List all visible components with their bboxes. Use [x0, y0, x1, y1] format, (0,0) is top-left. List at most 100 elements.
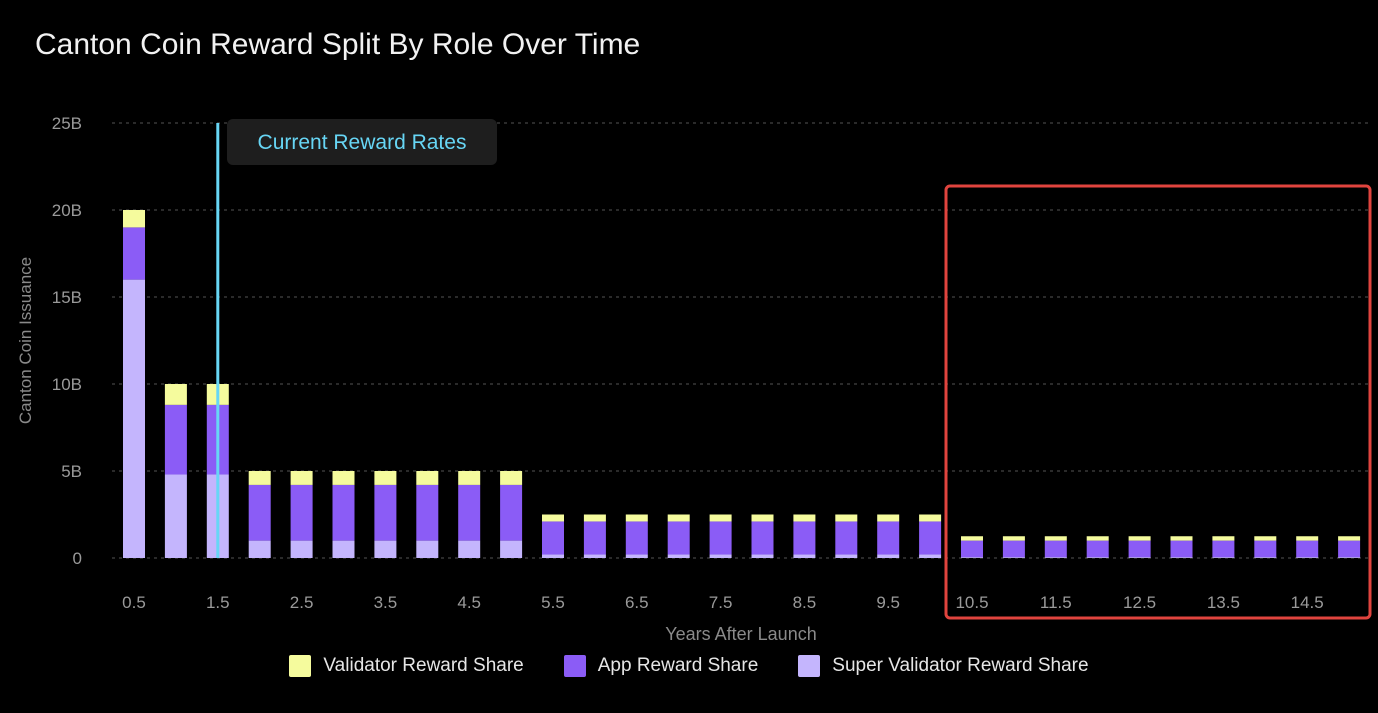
x-tick-label: 2.5	[290, 593, 314, 612]
x-tick-label: 7.5	[709, 593, 733, 612]
bar-segment-validator	[961, 536, 983, 541]
bar-segment-super-validator	[1170, 557, 1193, 558]
marker-label: Current Reward Rates	[258, 131, 467, 154]
x-tick-label: 1.5	[206, 593, 230, 612]
bar-segment-super-validator	[1212, 557, 1235, 558]
x-tick-label: 8.5	[793, 593, 817, 612]
legend-label-app: App Reward Share	[597, 655, 759, 676]
bar-segment-validator	[1296, 536, 1319, 541]
y-tick-label: 15B	[52, 288, 82, 307]
bar-segment-app	[1254, 540, 1277, 558]
bar-segment-super-validator	[1254, 557, 1277, 558]
x-tick-label: 3.5	[374, 593, 398, 612]
bar-segment-app	[1086, 540, 1109, 558]
bar-segment-super-validator	[164, 474, 187, 558]
bar-segment-app	[709, 521, 732, 555]
x-tick-label: 11.5	[1040, 593, 1072, 612]
bar-segment-app	[919, 521, 942, 555]
bar-segment-app	[332, 484, 355, 541]
legend-swatch-super-validator	[798, 655, 821, 677]
x-tick-label: 6.5	[625, 593, 649, 612]
bar-segment-super-validator	[793, 554, 816, 558]
bar-segment-super-validator	[583, 554, 606, 558]
bar-segment-validator	[625, 514, 648, 522]
legend-label-validator: Validator Reward Share	[323, 655, 524, 676]
bar-segment-super-validator	[290, 540, 313, 558]
bar-segment-validator	[667, 514, 690, 522]
bar-segment-super-validator	[332, 540, 355, 558]
legend-swatch-validator	[289, 655, 312, 677]
bar-segment-app	[961, 540, 983, 558]
bar-segment-validator	[542, 514, 564, 522]
y-tick-label: 25B	[52, 114, 82, 133]
bar-segment-super-validator	[1086, 557, 1109, 558]
legend-label-super-validator: Super Validator Reward Share	[832, 655, 1089, 676]
bar-segment-app	[667, 521, 690, 555]
bar-segment-validator	[248, 471, 271, 485]
bar-segment-super-validator	[1002, 557, 1025, 558]
legend-item-validator[interactable]: Validator Reward Share	[289, 655, 524, 677]
bar-segment-app	[1212, 540, 1235, 558]
bar-segment-validator	[583, 514, 606, 522]
bar-segment-app	[248, 484, 271, 541]
bar-segment-super-validator	[961, 557, 983, 558]
bar-segment-validator	[835, 514, 858, 522]
bar-segment-validator	[877, 514, 900, 522]
bar-segment-app	[123, 227, 145, 280]
x-tick-label: 14.5	[1291, 593, 1324, 612]
bar-segment-super-validator	[374, 540, 397, 558]
bar-segment-app	[416, 484, 439, 541]
bar-segment-super-validator	[919, 554, 942, 558]
bar-segment-super-validator	[458, 540, 481, 558]
y-tick-label: 5B	[61, 462, 82, 481]
bar-segment-app	[1170, 540, 1193, 558]
bar-segment-app	[583, 521, 606, 555]
bar-segment-validator	[416, 471, 439, 485]
bar-segment-validator	[709, 514, 732, 522]
bar-segment-app	[751, 521, 774, 555]
bar-segment-app	[625, 521, 648, 555]
bar-segment-validator	[1170, 536, 1193, 541]
x-tick-label: 12.5	[1123, 593, 1156, 612]
marker-label-box	[227, 119, 497, 165]
bar-segment-validator	[500, 471, 523, 485]
bar-segment-validator	[290, 471, 313, 485]
bar-segment-super-validator	[248, 540, 271, 558]
stacked-bar-chart: 0 5B 10B 15B 20B 25B Canton Coin Issuance 0.5 1.…	[16, 114, 1372, 644]
legend-item-app[interactable]: App Reward Share	[563, 655, 759, 677]
y-tick-label: 20B	[52, 201, 82, 220]
bar-segment-app	[542, 521, 564, 555]
bar-segment-app	[500, 484, 523, 541]
bar-segment-super-validator	[1338, 557, 1361, 558]
bar-segment-app	[1128, 540, 1151, 558]
bar-segment-app	[835, 521, 858, 555]
x-axis-label: Years After Launch	[665, 624, 816, 644]
bar-segment-validator	[919, 514, 942, 522]
bar-segment-app	[290, 484, 313, 541]
bar-segment-super-validator	[751, 554, 774, 558]
legend: Validator Reward Share App Reward Share …	[0, 655, 1378, 677]
bar-segment-super-validator	[416, 540, 439, 558]
bar-segment-validator	[164, 384, 187, 405]
bar-segment-validator	[751, 514, 774, 522]
x-tick-label: 4.5	[457, 593, 481, 612]
x-tick-label: 5.5	[541, 593, 565, 612]
bar-segment-super-validator	[625, 554, 648, 558]
bar-segment-validator	[458, 471, 481, 485]
bar-segment-super-validator	[1044, 557, 1067, 558]
bar-segment-validator	[332, 471, 355, 485]
bar-segment-validator	[374, 471, 397, 485]
bar-segment-validator	[1254, 536, 1277, 541]
highlight-box	[944, 184, 1372, 620]
bar-segment-validator	[1338, 536, 1361, 541]
legend-item-super-validator[interactable]: Super Validator Reward Share	[798, 655, 1089, 677]
bar-segment-super-validator	[500, 540, 523, 558]
y-tick-label: 0	[73, 549, 82, 568]
bar-segment-super-validator	[667, 554, 690, 558]
bar-segment-validator	[1086, 536, 1109, 541]
x-tick-label: 10.5	[955, 593, 988, 612]
bar-segment-validator	[123, 210, 145, 228]
x-tick-label: 13.5	[1207, 593, 1240, 612]
x-tick-label: 9.5	[876, 593, 900, 612]
bar-segment-validator	[793, 514, 816, 522]
